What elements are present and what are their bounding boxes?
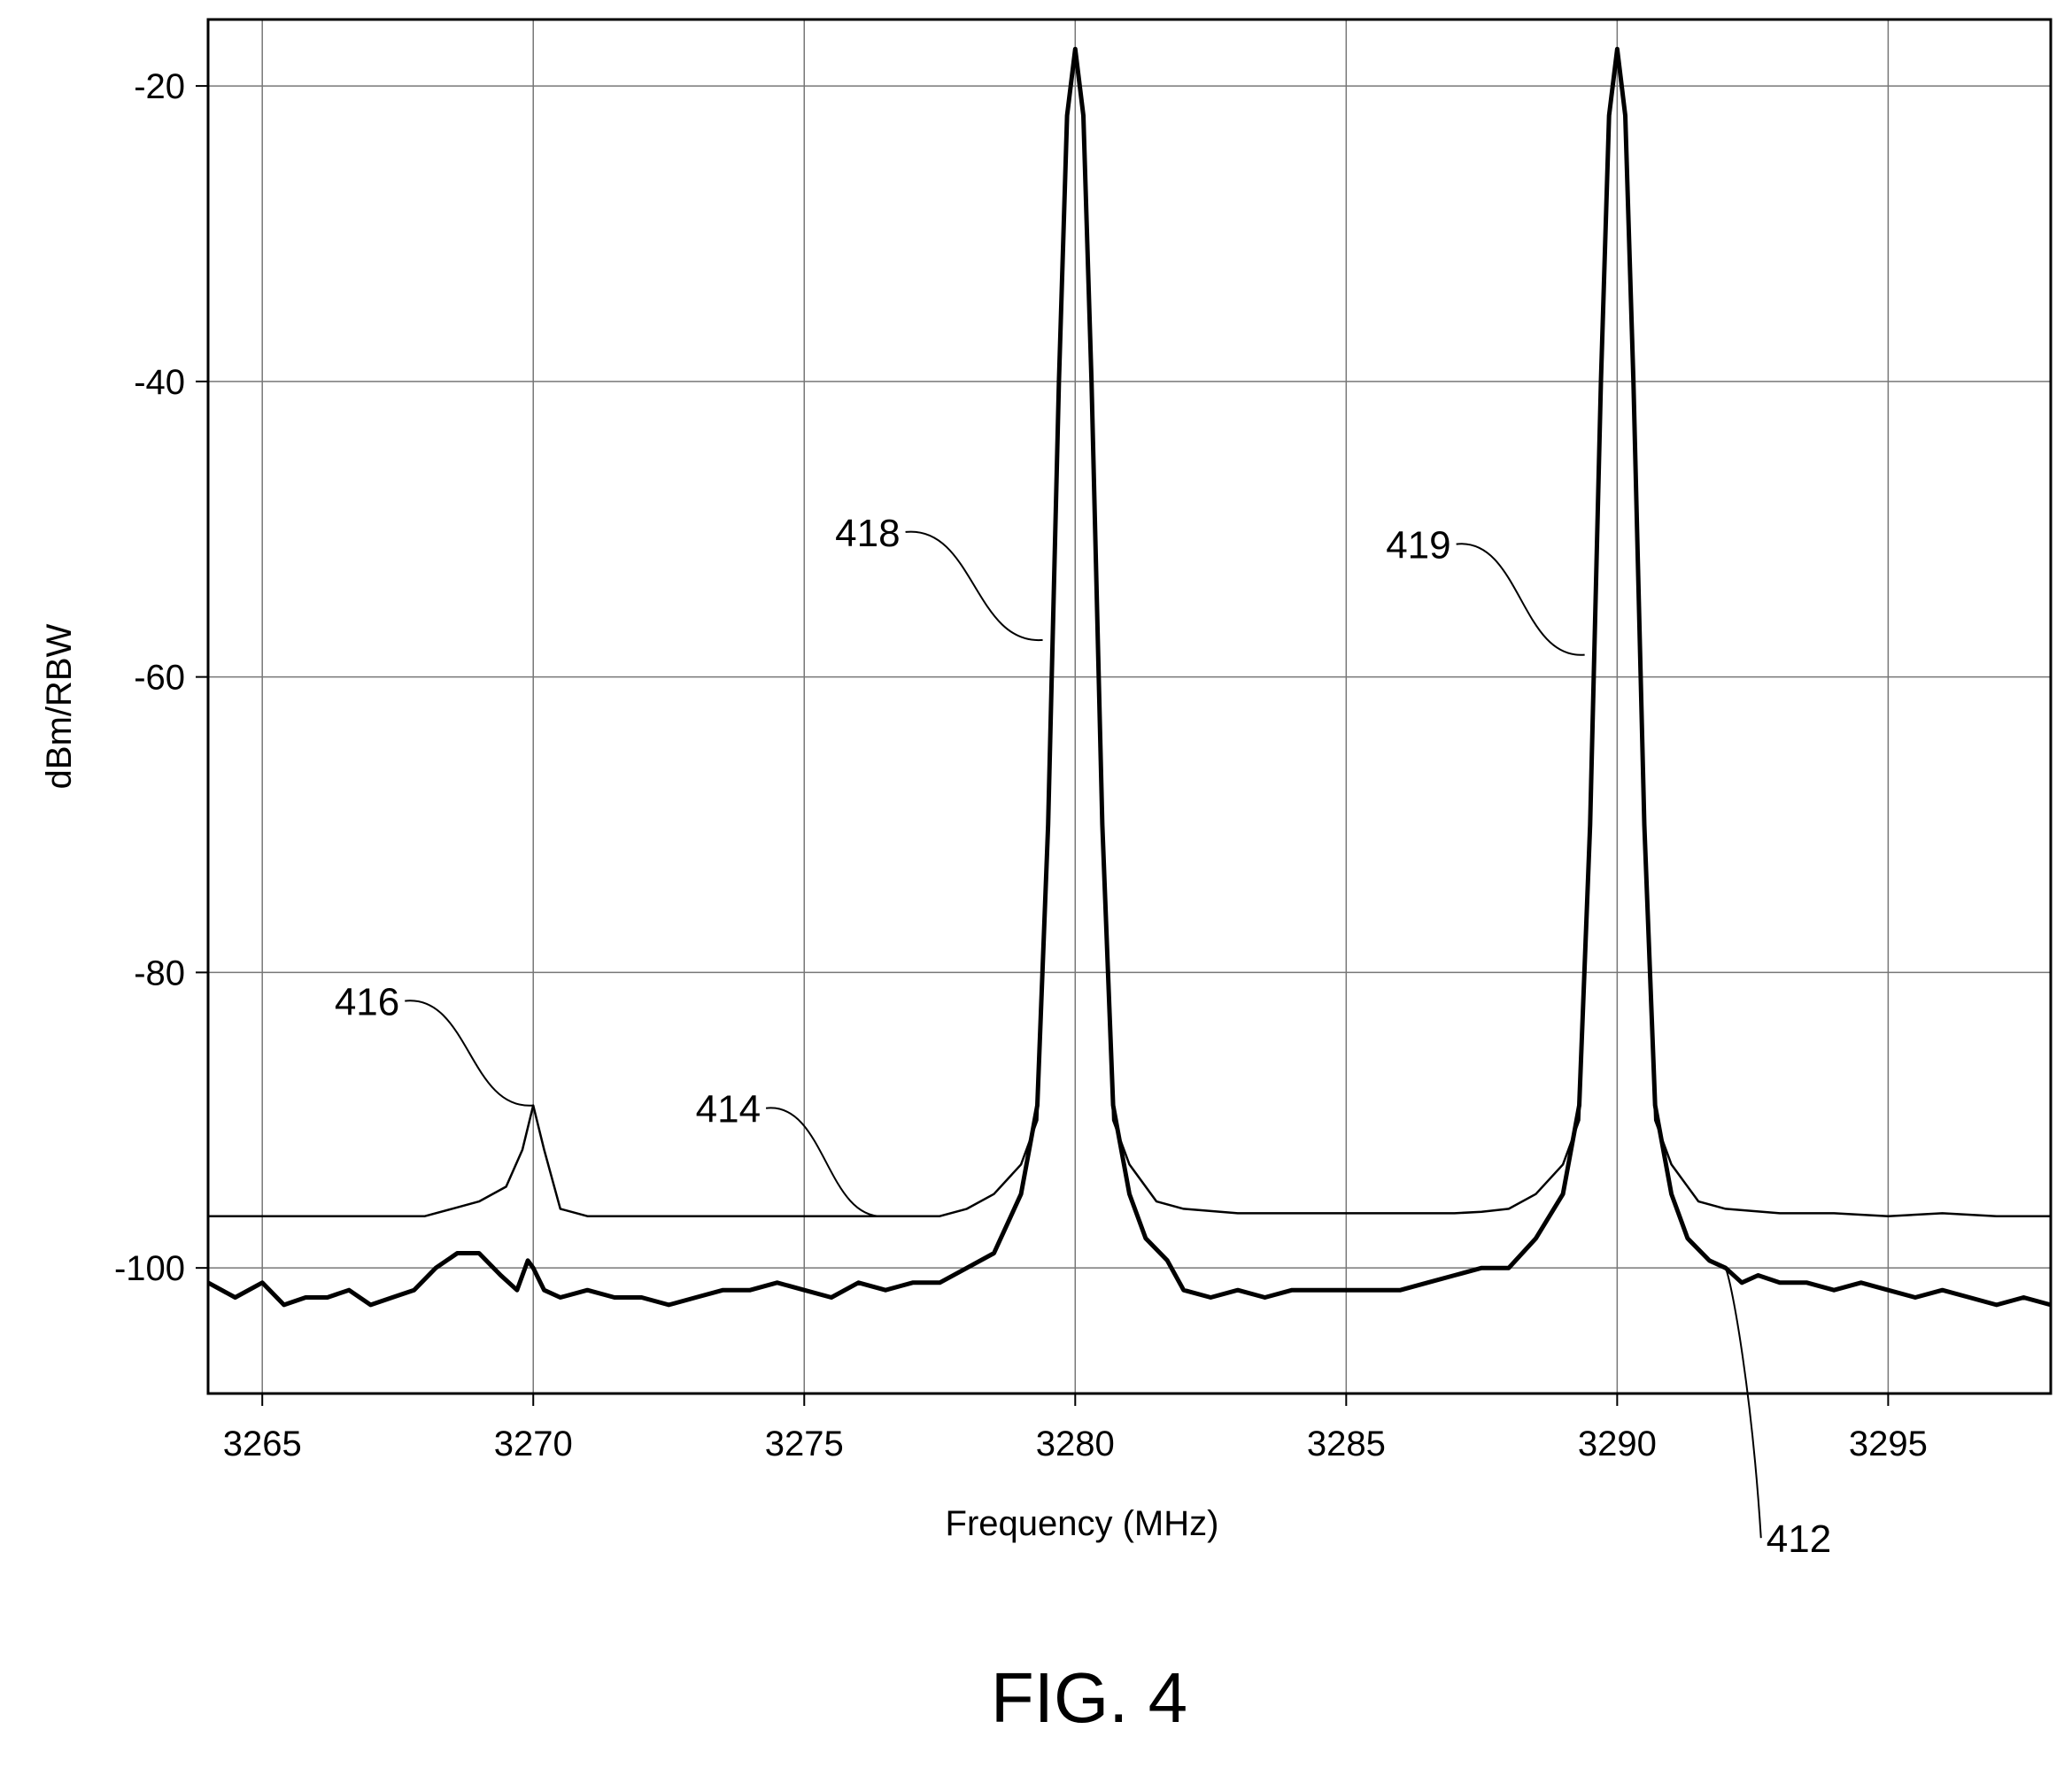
leader-line-414 xyxy=(765,1107,886,1217)
y-axis-label: dBm/RBW xyxy=(40,623,79,789)
x-tick-label: 3290 xyxy=(1578,1424,1657,1463)
x-tick-label: 3295 xyxy=(1849,1424,1928,1463)
leader-line-416 xyxy=(405,1000,534,1107)
leader-line-418 xyxy=(905,530,1043,641)
y-tick-label: -100 xyxy=(114,1249,185,1288)
plot-grid xyxy=(208,19,2051,1394)
series-line-414 xyxy=(208,48,2051,1217)
plot-frame xyxy=(206,18,2053,1395)
x-tick-label: 3280 xyxy=(1036,1424,1115,1463)
ref-label-412: 412 xyxy=(1767,1517,1831,1561)
leader-line-412 xyxy=(1724,1267,1762,1539)
leader-line-419 xyxy=(1456,543,1585,656)
x-tick-label: 3285 xyxy=(1307,1424,1386,1463)
ref-label-419: 419 xyxy=(1386,524,1450,567)
x-tick-label: 3270 xyxy=(494,1424,573,1463)
figure-caption: FIG. 4 xyxy=(991,1658,1187,1737)
y-tick-label: -40 xyxy=(134,363,185,402)
y-tick-label: -20 xyxy=(134,67,185,106)
annotation-layer: 418 419 416 414 412 xyxy=(335,512,1831,1561)
ref-label-416: 416 xyxy=(335,981,399,1024)
tick-layer: 3265 3270 3275 3280 3285 3290 3295 -20 -40 -60 -80… xyxy=(114,67,1928,1463)
x-tick-label: 3265 xyxy=(223,1424,302,1463)
series-layer xyxy=(206,46,2052,1308)
ref-label-414: 414 xyxy=(696,1088,761,1131)
x-tick-label: 3275 xyxy=(765,1424,844,1463)
ref-label-418: 418 xyxy=(835,512,900,555)
x-axis-label: Frequency (MHz) xyxy=(946,1504,1219,1543)
y-tick-label: -80 xyxy=(134,953,185,992)
y-tick-label: -60 xyxy=(134,659,185,698)
